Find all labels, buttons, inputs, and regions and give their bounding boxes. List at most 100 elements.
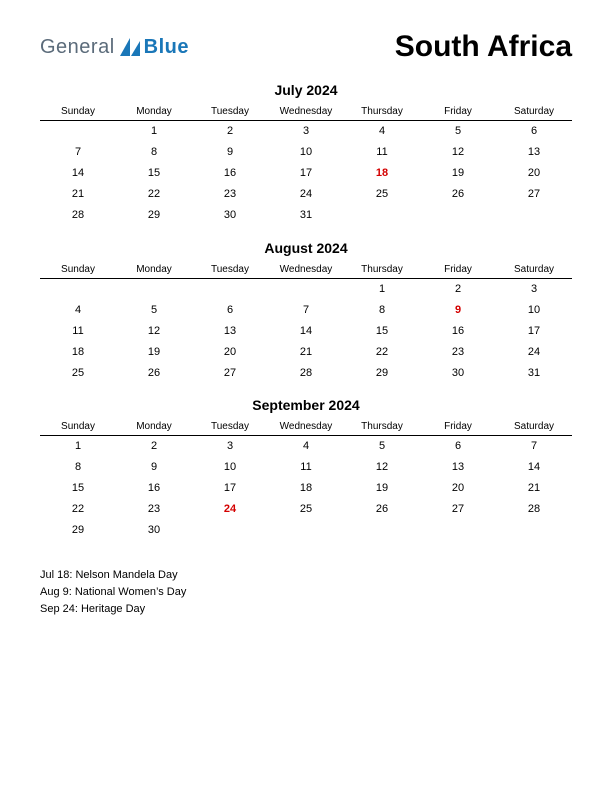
- calendar-cell: 3: [268, 121, 344, 142]
- calendar-row: 21222324252627: [40, 184, 572, 205]
- calendar-cell: 6: [192, 299, 268, 320]
- calendar-cell: 7: [268, 299, 344, 320]
- calendar-table: SundayMondayTuesdayWednesdayThursdayFrid…: [40, 260, 572, 384]
- calendar-cell: [268, 520, 344, 541]
- calendar-cell: [40, 278, 116, 299]
- day-header: Monday: [116, 260, 192, 279]
- calendar-row: 2930: [40, 520, 572, 541]
- calendar-cell: 4: [268, 436, 344, 457]
- calendar-cell: 19: [344, 478, 420, 499]
- calendar-cell: 5: [344, 436, 420, 457]
- logo-word-2: Blue: [144, 36, 189, 59]
- calendar-cell: 1: [40, 436, 116, 457]
- calendar-row: 123: [40, 278, 572, 299]
- calendar-cell: 8: [40, 457, 116, 478]
- day-header: Wednesday: [268, 102, 344, 121]
- calendar-cell: 2: [420, 278, 496, 299]
- calendar-cell: [116, 278, 192, 299]
- calendar-cell: 27: [420, 499, 496, 520]
- calendar-cell: 26: [420, 184, 496, 205]
- calendar-cell: 31: [268, 205, 344, 226]
- day-header: Saturday: [496, 260, 572, 279]
- calendar-cell: 21: [496, 478, 572, 499]
- calendar-cell: 29: [344, 362, 420, 383]
- calendar-table: SundayMondayTuesdayWednesdayThursdayFrid…: [40, 102, 572, 226]
- calendar-cell: 26: [116, 362, 192, 383]
- calendar-cell: 11: [344, 142, 420, 163]
- calendar-cell: [344, 520, 420, 541]
- calendar-row: 15161718192021: [40, 478, 572, 499]
- day-header: Monday: [116, 417, 192, 436]
- day-header: Friday: [420, 260, 496, 279]
- calendar-cell: [496, 520, 572, 541]
- calendar-cell: [40, 121, 116, 142]
- calendar-cell: 5: [420, 121, 496, 142]
- calendar-cell: 22: [40, 499, 116, 520]
- calendar-cell: 21: [268, 341, 344, 362]
- calendar-cell: 24: [192, 499, 268, 520]
- month-title: September 2024: [40, 397, 572, 413]
- calendar-cell: 3: [496, 278, 572, 299]
- day-header: Wednesday: [268, 260, 344, 279]
- calendar-cell: 3: [192, 436, 268, 457]
- calendar-cell: 22: [116, 184, 192, 205]
- calendar-month: August 2024 SundayMondayTuesdayWednesdayT…: [40, 240, 572, 384]
- calendar-cell: 15: [344, 320, 420, 341]
- calendar-cell: 30: [420, 362, 496, 383]
- calendar-row: 78910111213: [40, 142, 572, 163]
- holiday-list: Jul 18: Nelson Mandela DayAug 9: Nationa…: [40, 567, 572, 618]
- holiday-entry: Jul 18: Nelson Mandela Day: [40, 567, 572, 584]
- calendar-cell: 13: [420, 457, 496, 478]
- calendar-cell: 30: [116, 520, 192, 541]
- calendar-cell: 17: [496, 320, 572, 341]
- calendar-cell: 27: [496, 184, 572, 205]
- calendar-cell: 12: [344, 457, 420, 478]
- calendar-cell: 9: [420, 299, 496, 320]
- calendar-cell: 5: [116, 299, 192, 320]
- calendar-cell: 14: [496, 457, 572, 478]
- calendar-cell: 15: [116, 163, 192, 184]
- day-header: Sunday: [40, 260, 116, 279]
- calendar-cell: [268, 278, 344, 299]
- calendar-row: 11121314151617: [40, 320, 572, 341]
- logo-sail-icon: [119, 37, 141, 57]
- calendar-cell: 10: [192, 457, 268, 478]
- calendar-cell: 25: [40, 362, 116, 383]
- day-header: Thursday: [344, 417, 420, 436]
- calendar-cell: 16: [192, 163, 268, 184]
- calendar-cell: 20: [420, 478, 496, 499]
- calendar-month: July 2024SundayMondayTuesdayWednesdayThu…: [40, 82, 572, 226]
- calendar-cell: [420, 205, 496, 226]
- calendar-cell: 18: [40, 341, 116, 362]
- calendar-row: 28293031: [40, 205, 572, 226]
- calendar-cell: 9: [116, 457, 192, 478]
- calendar-cell: 4: [344, 121, 420, 142]
- calendar-cell: 31: [496, 362, 572, 383]
- calendar-cell: 20: [192, 341, 268, 362]
- month-title: August 2024: [40, 240, 572, 256]
- holiday-entry: Sep 24: Heritage Day: [40, 601, 572, 618]
- calendar-cell: 14: [40, 163, 116, 184]
- calendar-cell: 18: [268, 478, 344, 499]
- calendar-cell: 25: [268, 499, 344, 520]
- calendar-cell: 16: [116, 478, 192, 499]
- calendar-row: 18192021222324: [40, 341, 572, 362]
- brand-logo: General Blue: [40, 36, 189, 59]
- calendar-cell: 29: [40, 520, 116, 541]
- calendar-cell: 24: [268, 184, 344, 205]
- calendar-month: September 2024SundayMondayTuesdayWednesd…: [40, 397, 572, 541]
- calendar-cell: 11: [268, 457, 344, 478]
- day-header: Wednesday: [268, 417, 344, 436]
- calendar-cell: 23: [420, 341, 496, 362]
- day-header: Saturday: [496, 102, 572, 121]
- calendar-cell: 10: [496, 299, 572, 320]
- calendar-cell: 24: [496, 341, 572, 362]
- calendar-cell: 23: [116, 499, 192, 520]
- calendar-cell: [496, 205, 572, 226]
- holiday-entry: Aug 9: National Women’s Day: [40, 584, 572, 601]
- calendar-cell: 22: [344, 341, 420, 362]
- calendar-cell: 12: [116, 320, 192, 341]
- calendar-cell: 13: [496, 142, 572, 163]
- calendar-cell: 26: [344, 499, 420, 520]
- calendar-cell: 2: [192, 121, 268, 142]
